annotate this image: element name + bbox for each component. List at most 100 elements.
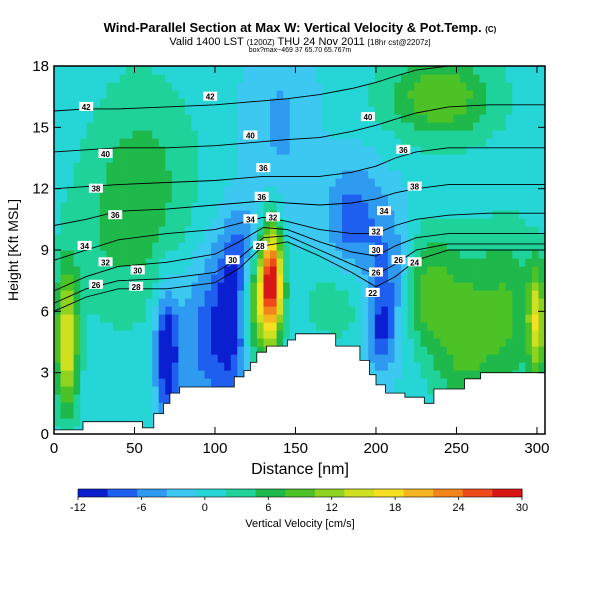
w-cell — [99, 314, 107, 323]
w-cell — [342, 210, 350, 219]
w-cell — [374, 186, 382, 195]
w-cell — [315, 322, 323, 331]
w-cell — [531, 178, 539, 187]
w-cell — [512, 218, 520, 227]
w-cell — [54, 74, 62, 83]
w-cell — [93, 354, 101, 363]
w-cell — [243, 154, 251, 163]
w-cell — [315, 82, 323, 91]
w-cell — [420, 282, 428, 291]
w-cell — [466, 146, 474, 155]
w-cell — [126, 338, 134, 347]
w-cell — [99, 362, 107, 371]
w-cell — [60, 266, 68, 275]
w-cell — [139, 74, 147, 83]
w-cell — [499, 274, 507, 283]
w-cell — [420, 106, 428, 115]
w-cell — [126, 130, 134, 139]
w-cell — [204, 362, 212, 371]
w-cell — [276, 122, 284, 131]
w-cell — [283, 130, 291, 139]
w-cell — [119, 178, 127, 187]
w-cell — [86, 130, 94, 139]
w-cell — [289, 178, 297, 187]
w-cell — [139, 98, 147, 107]
w-cell — [93, 410, 101, 419]
w-cell — [132, 130, 140, 139]
w-cell — [473, 314, 481, 323]
w-cell — [73, 122, 81, 131]
w-cell — [479, 354, 487, 363]
w-cell — [119, 306, 127, 315]
w-cell — [459, 354, 467, 363]
w-cell — [401, 226, 409, 235]
terrain-mask — [54, 333, 545, 434]
w-cell — [60, 114, 68, 123]
x-tick-label: 100 — [202, 440, 227, 457]
w-cell — [126, 306, 134, 315]
w-cell — [145, 114, 153, 123]
w-cell — [86, 410, 94, 419]
w-cell — [243, 242, 251, 251]
w-cell — [427, 290, 435, 299]
w-cell — [512, 170, 520, 179]
w-cell — [361, 338, 369, 347]
w-cell — [132, 306, 140, 315]
w-cell — [289, 330, 297, 339]
w-cell — [374, 370, 382, 379]
w-cell — [60, 210, 68, 219]
w-cell — [126, 218, 134, 227]
w-cell — [73, 226, 81, 235]
w-cell — [538, 114, 545, 123]
w-cell — [152, 106, 160, 115]
w-cell — [407, 266, 415, 275]
w-cell — [243, 226, 251, 235]
w-cell — [427, 122, 435, 131]
w-cell — [230, 274, 238, 283]
w-cell — [86, 306, 94, 315]
w-cell — [466, 138, 474, 147]
w-cell — [466, 74, 474, 83]
w-cell — [126, 330, 134, 339]
w-cell — [99, 130, 107, 139]
w-cell — [420, 202, 428, 211]
w-cell — [217, 346, 225, 355]
w-cell — [315, 66, 323, 75]
w-cell — [224, 186, 232, 195]
w-cell — [112, 290, 120, 299]
w-cell — [112, 386, 120, 395]
w-cell — [73, 250, 81, 259]
w-cell — [446, 322, 454, 331]
w-cell — [230, 226, 238, 235]
w-cell — [184, 234, 192, 243]
w-cell — [322, 138, 330, 147]
w-cell — [374, 274, 382, 283]
x-tick-label: 0 — [50, 440, 58, 457]
w-cell — [67, 274, 75, 283]
w-cell — [414, 234, 422, 243]
w-cell — [381, 90, 389, 99]
colorbar-tick-label: -12 — [70, 502, 86, 514]
w-cell — [67, 82, 75, 91]
theta-label-box — [79, 101, 94, 111]
w-cell — [112, 242, 120, 251]
w-cell — [518, 66, 526, 75]
w-cell — [217, 106, 225, 115]
w-cell — [499, 362, 507, 371]
w-cell — [93, 378, 101, 387]
w-cell — [446, 290, 454, 299]
w-cell — [132, 258, 140, 267]
w-cell — [112, 90, 120, 99]
w-cell — [374, 330, 382, 339]
w-cell — [158, 90, 166, 99]
w-cell — [407, 250, 415, 259]
w-cell — [486, 250, 494, 259]
w-cell — [387, 146, 395, 155]
w-cell — [348, 66, 356, 75]
w-cell — [67, 114, 75, 123]
w-cell — [342, 146, 350, 155]
w-cell — [250, 290, 258, 299]
w-cell — [499, 106, 507, 115]
w-cell — [237, 346, 245, 355]
w-cell — [479, 362, 487, 371]
